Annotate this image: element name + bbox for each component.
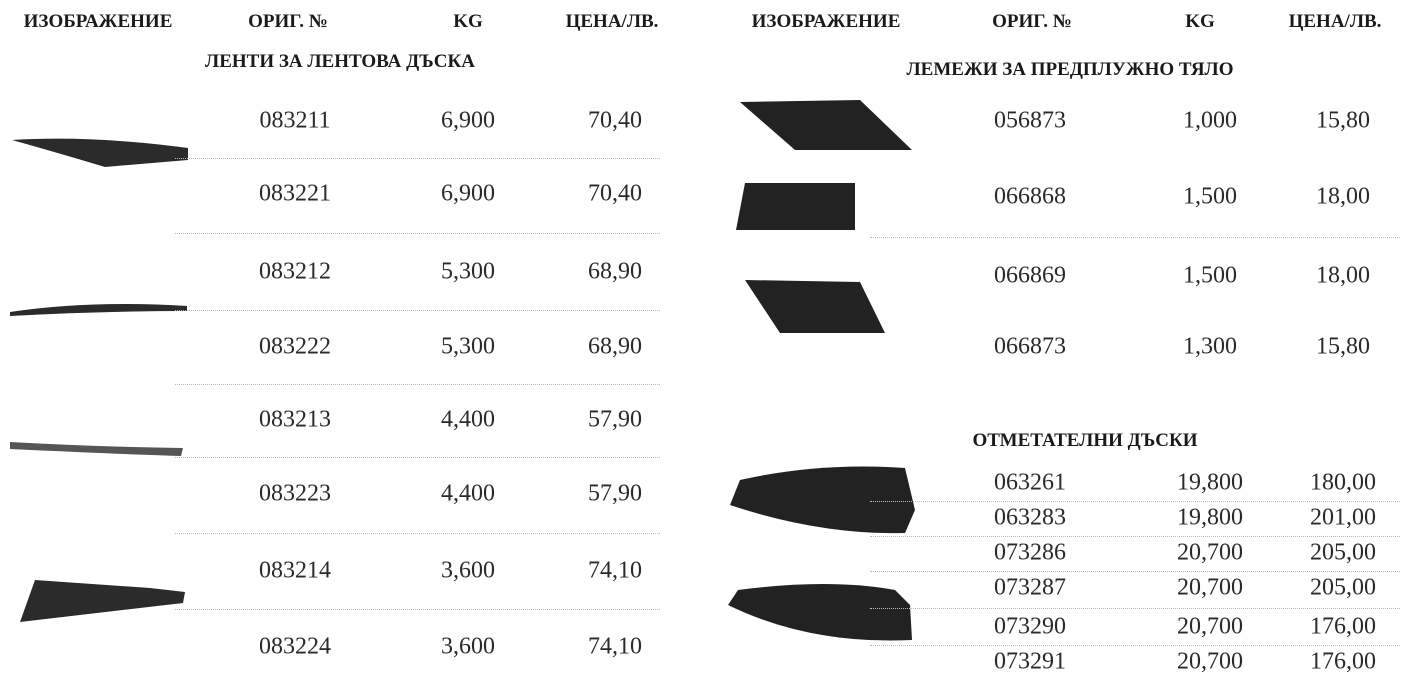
- price: 57,90: [588, 480, 642, 507]
- part-number: 083224: [259, 633, 331, 660]
- column-header: ОРИГ. №: [248, 11, 328, 32]
- part-number: 073287: [994, 574, 1066, 601]
- weight: 20,700: [1177, 574, 1243, 601]
- weight: 20,700: [1177, 539, 1243, 566]
- weight: 1,500: [1183, 183, 1237, 210]
- weight: 5,300: [441, 258, 495, 285]
- part-image: [12, 138, 188, 167]
- price: 68,90: [588, 333, 642, 360]
- part-number: 056873: [994, 107, 1066, 134]
- price: 176,00: [1310, 613, 1376, 640]
- weight: 1,000: [1183, 107, 1237, 134]
- part-number: 073291: [994, 648, 1066, 675]
- weight: 3,600: [441, 557, 495, 584]
- section-title: ЛЕНТИ ЗА ЛЕНТОВА ДЪСКА: [205, 51, 475, 72]
- price: 18,00: [1316, 262, 1370, 289]
- part-image: [730, 466, 915, 534]
- weight: 5,300: [441, 333, 495, 360]
- weight: 20,700: [1177, 648, 1243, 675]
- row-separator: [175, 157, 660, 159]
- part-number: 073286: [994, 539, 1066, 566]
- part-image: [736, 183, 855, 230]
- price: 70,40: [588, 180, 642, 207]
- column-header: KG: [1185, 11, 1215, 32]
- part-number: 066873: [994, 333, 1066, 360]
- part-image: [728, 584, 912, 641]
- part-number: 063283: [994, 504, 1066, 531]
- part-image: [10, 304, 187, 316]
- part-number: 066868: [994, 183, 1066, 210]
- price: 15,80: [1316, 333, 1370, 360]
- price: 70,40: [588, 107, 642, 134]
- part-number: 083213: [259, 406, 331, 433]
- price: 57,90: [588, 406, 642, 433]
- column-header: ЦЕНА/ЛВ.: [565, 11, 659, 32]
- row-separator: [870, 644, 1400, 646]
- weight: 4,400: [441, 480, 495, 507]
- column-header: ИЗОБРАЖЕНИЕ: [23, 11, 173, 32]
- weight: 3,600: [441, 633, 495, 660]
- row-separator: [175, 309, 660, 311]
- price: 176,00: [1310, 648, 1376, 675]
- price: 180,00: [1310, 469, 1376, 496]
- part-number: 073290: [994, 613, 1066, 640]
- row-separator: [870, 236, 1400, 238]
- weight: 19,800: [1177, 504, 1243, 531]
- part-number: 083223: [259, 480, 331, 507]
- part-image: [20, 580, 185, 622]
- weight: 19,800: [1177, 469, 1243, 496]
- weight: 6,900: [441, 107, 495, 134]
- column-header: ИЗОБРАЖЕНИЕ: [751, 11, 901, 32]
- section-title: ЛЕМЕЖИ ЗА ПРЕДПЛУЖНО ТЯЛО: [906, 59, 1234, 80]
- part-image: [745, 280, 885, 333]
- row-separator: [175, 383, 660, 385]
- weight: 1,500: [1183, 262, 1237, 289]
- part-number: 083211: [259, 107, 331, 134]
- part-number: 083212: [259, 258, 331, 285]
- part-number: 083222: [259, 333, 331, 360]
- column-header: KG: [453, 11, 483, 32]
- row-separator: [175, 457, 660, 458]
- weight: 4,400: [441, 406, 495, 433]
- price: 205,00: [1310, 574, 1376, 601]
- part-number: 083221: [259, 180, 331, 207]
- price: 68,90: [588, 258, 642, 285]
- section-title: ОТМЕТАТЕЛНИ ДЪСКИ: [972, 430, 1198, 451]
- weight: 6,900: [441, 180, 495, 207]
- weight: 1,300: [1183, 333, 1237, 360]
- part-image: [740, 100, 912, 150]
- price: 74,10: [588, 557, 642, 584]
- part-image: [10, 442, 183, 456]
- row-separator: [175, 233, 660, 234]
- price: 201,00: [1310, 504, 1376, 531]
- column-header: ОРИГ. №: [992, 11, 1072, 32]
- row-separator: [870, 500, 1400, 502]
- column-header: ЦЕНА/ЛВ.: [1288, 11, 1382, 32]
- row-separator: [870, 570, 1400, 572]
- part-number: 063261: [994, 469, 1066, 496]
- row-separator: [175, 609, 660, 610]
- row-separator: [870, 607, 1400, 609]
- price: 15,80: [1316, 107, 1370, 134]
- row-separator: [175, 532, 660, 534]
- row-separator: [870, 535, 1400, 537]
- part-number: 066869: [994, 262, 1066, 289]
- price: 74,10: [588, 633, 642, 660]
- weight: 20,700: [1177, 613, 1243, 640]
- part-number: 083214: [259, 557, 331, 584]
- price: 205,00: [1310, 539, 1376, 566]
- price: 18,00: [1316, 183, 1370, 210]
